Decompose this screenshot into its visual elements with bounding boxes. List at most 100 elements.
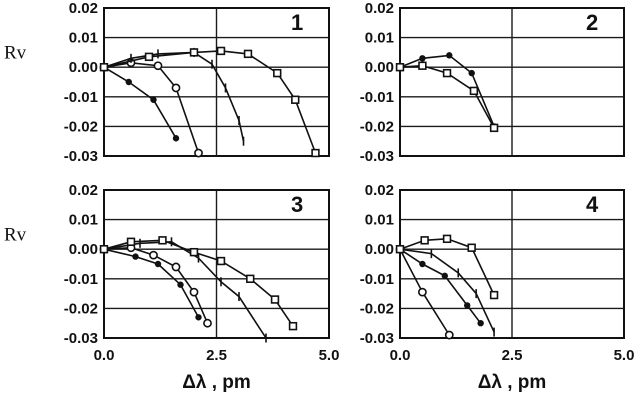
y-axis-label: Rv	[4, 42, 27, 63]
data-point	[125, 78, 132, 86]
data-point	[291, 95, 300, 104]
y-tick-label: 0.00	[365, 241, 394, 258]
y-tick-label: -0.03	[64, 148, 98, 165]
data-point	[150, 96, 157, 103]
data-point	[464, 302, 471, 309]
data-point	[126, 237, 136, 246]
data-point	[419, 260, 426, 268]
x-tick-label: 2.5	[206, 347, 227, 364]
data-point	[144, 52, 154, 62]
data-point	[418, 61, 427, 70]
data-point	[171, 262, 181, 272]
y-tick-label: 0.02	[365, 0, 394, 17]
data-point	[216, 46, 226, 56]
plot-frame	[399, 189, 625, 339]
series-line	[103, 50, 317, 154]
x-tick-label: 0.0	[390, 347, 411, 364]
data-point	[246, 274, 255, 283]
data-point	[273, 68, 282, 78]
y-tick-label: -0.01	[360, 271, 394, 288]
x-tick-label: 0.0	[94, 347, 115, 364]
series-line	[399, 237, 495, 296]
data-point	[149, 250, 158, 260]
data-point	[203, 318, 212, 328]
y-tick-label: 0.01	[69, 212, 98, 229]
panel-label: 3	[291, 192, 303, 217]
data-point	[467, 243, 476, 252]
panel-label: 1	[291, 10, 303, 35]
y-tick-label: -0.03	[64, 330, 98, 347]
y-tick-label: 0.01	[365, 30, 394, 47]
data-point	[172, 135, 180, 142]
y-tick-label: -0.02	[360, 300, 394, 317]
series-line	[103, 66, 177, 139]
x-axis-label: Δλ , pm	[182, 372, 251, 393]
data-point	[442, 68, 452, 78]
y-tick-label: -0.01	[64, 89, 98, 106]
y-tick-label: 0.02	[365, 182, 394, 199]
data-point	[288, 321, 298, 331]
series-line	[103, 240, 267, 339]
data-point	[132, 253, 139, 260]
series-line	[399, 248, 495, 333]
y-tick-label: -0.01	[64, 271, 98, 288]
y-tick-label: 0.02	[69, 182, 98, 199]
data-point	[99, 245, 109, 254]
plot-frame	[103, 7, 330, 157]
data-point	[419, 55, 426, 62]
data-point	[153, 61, 163, 71]
data-point	[417, 287, 427, 297]
data-point	[489, 123, 499, 133]
y-tick-label: 0.00	[365, 59, 394, 76]
data-point	[189, 287, 199, 297]
y-tick-label: 0.01	[365, 212, 394, 229]
data-point	[489, 290, 499, 300]
data-point	[477, 320, 484, 327]
plot-frame	[103, 189, 330, 339]
y-tick-label: -0.03	[360, 148, 394, 165]
data-point	[444, 330, 454, 340]
data-point	[194, 148, 203, 158]
data-point	[270, 295, 280, 304]
series-line	[103, 248, 200, 318]
data-point	[469, 86, 479, 96]
y-tick-label: -0.02	[360, 118, 394, 135]
panel-label: 4	[586, 192, 599, 217]
series-line	[103, 51, 245, 142]
x-tick-label: 2.5	[502, 347, 523, 364]
panel-3: 0.02 0.01 0.00 -0.01 -0.02 -0.030.0 2.5 5.0 3 Rv Δ…	[4, 182, 339, 393]
data-point	[189, 247, 199, 257]
data-point	[99, 62, 109, 72]
data-point	[441, 272, 448, 280]
data-point	[395, 62, 405, 72]
data-point	[195, 314, 202, 321]
panel-4: 0.02 0.01 0.00 -0.01 -0.02 -0.030.0 2.5 5.0 4 Δλ …	[360, 182, 635, 393]
data-point	[442, 234, 452, 244]
panel-label: 2	[586, 10, 598, 35]
y-tick-label: -0.01	[360, 89, 394, 106]
y-tick-label: 0.00	[69, 241, 98, 258]
data-point	[311, 148, 320, 158]
data-point	[468, 69, 475, 77]
data-point	[158, 236, 167, 245]
series-line	[103, 246, 209, 324]
plot-frame	[399, 7, 625, 157]
data-point	[395, 245, 405, 254]
x-tick-label: 5.0	[319, 347, 340, 364]
y-axis-label: Rv	[4, 224, 27, 245]
data-point	[177, 281, 184, 288]
y-tick-label: 0.00	[69, 59, 98, 76]
y-tick-label: 0.02	[69, 0, 98, 17]
data-point	[189, 48, 199, 57]
y-tick-label: -0.02	[64, 300, 98, 317]
y-tick-label: -0.02	[64, 118, 98, 135]
data-point	[154, 260, 162, 268]
y-tick-label: 0.01	[69, 30, 98, 47]
x-tick-label: 5.0	[614, 347, 635, 364]
panel-2: 0.02 0.01 0.00 -0.01 -0.02 -0.03 2	[360, 0, 625, 165]
data-point	[243, 49, 253, 59]
y-tick-label: -0.03	[360, 330, 394, 347]
panel-1: 0.02 0.01 0.00 -0.01 -0.02 -0.03 1 Rv	[4, 0, 330, 165]
data-point	[216, 256, 226, 266]
